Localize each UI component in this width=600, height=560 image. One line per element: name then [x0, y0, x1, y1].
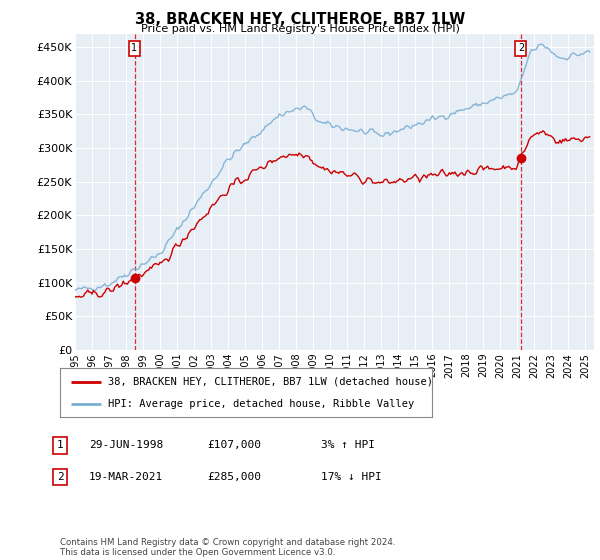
Text: Contains HM Land Registry data © Crown copyright and database right 2024.
This d: Contains HM Land Registry data © Crown c…: [60, 538, 395, 557]
Text: 2: 2: [518, 43, 524, 53]
Text: 29-JUN-1998: 29-JUN-1998: [89, 440, 163, 450]
Text: HPI: Average price, detached house, Ribble Valley: HPI: Average price, detached house, Ribb…: [109, 399, 415, 409]
Text: 3% ↑ HPI: 3% ↑ HPI: [321, 440, 375, 450]
Text: 38, BRACKEN HEY, CLITHEROE, BB7 1LW (detached house): 38, BRACKEN HEY, CLITHEROE, BB7 1LW (det…: [109, 377, 433, 387]
Text: Price paid vs. HM Land Registry's House Price Index (HPI): Price paid vs. HM Land Registry's House …: [140, 24, 460, 34]
Text: 19-MAR-2021: 19-MAR-2021: [89, 472, 163, 482]
Text: 17% ↓ HPI: 17% ↓ HPI: [321, 472, 382, 482]
Text: £285,000: £285,000: [207, 472, 261, 482]
Text: 1: 1: [56, 440, 64, 450]
Text: 2: 2: [56, 472, 64, 482]
Text: 1: 1: [131, 43, 137, 53]
Text: £107,000: £107,000: [207, 440, 261, 450]
Text: 38, BRACKEN HEY, CLITHEROE, BB7 1LW: 38, BRACKEN HEY, CLITHEROE, BB7 1LW: [135, 12, 465, 27]
